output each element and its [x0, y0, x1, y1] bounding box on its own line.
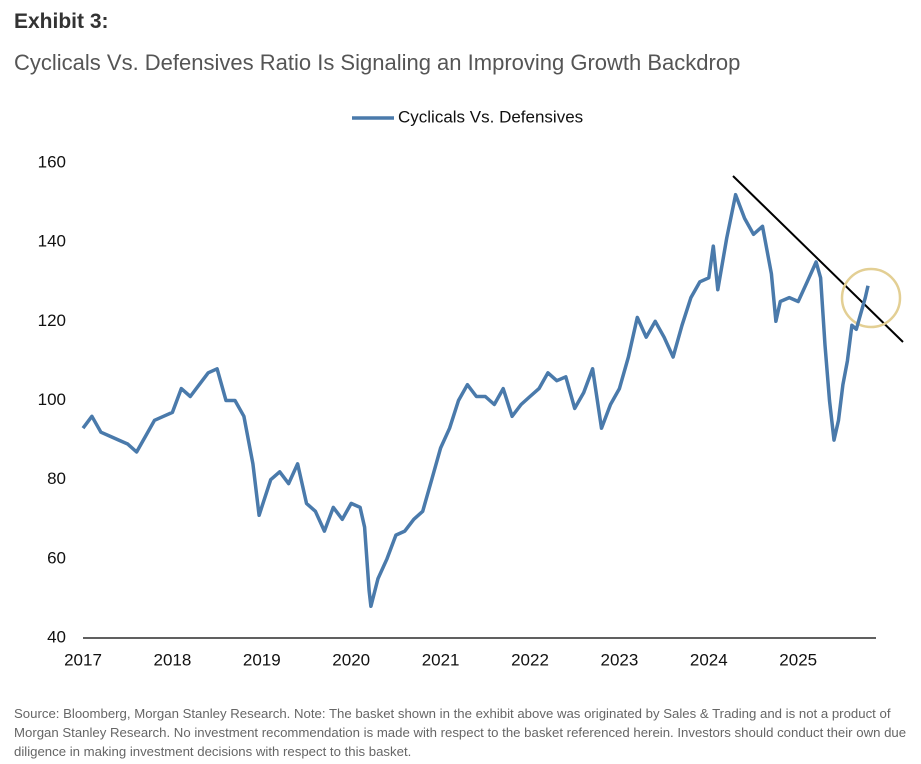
y-tick-label: 100 [38, 390, 66, 409]
x-tick-label: 2024 [690, 650, 728, 669]
chart-subtitle: Cyclicals Vs. Defensives Ratio Is Signal… [14, 50, 741, 75]
legend-label: Cyclicals Vs. Defensives [398, 107, 583, 126]
trend-line [732, 175, 904, 343]
x-tick-label: 2025 [779, 650, 817, 669]
x-tick-label: 2023 [601, 650, 639, 669]
y-tick-label: 140 [38, 232, 66, 251]
y-tick-label: 120 [38, 311, 66, 330]
series-line [81, 192, 870, 609]
exhibit-label: Exhibit 3: [14, 10, 109, 33]
y-tick-label: 160 [38, 152, 66, 171]
source-note: Source: Bloomberg, Morgan Stanley Resear… [14, 706, 907, 759]
y-tick-label: 40 [47, 627, 66, 646]
x-tick-label: 2020 [332, 650, 370, 669]
x-tick-label: 2021 [422, 650, 460, 669]
y-tick-label: 60 [47, 548, 66, 567]
highlight-circle [840, 267, 902, 329]
y-tick-label: 80 [47, 469, 66, 488]
x-tick-label: 2017 [64, 650, 102, 669]
x-tick-label: 2022 [511, 650, 549, 669]
chart: 40 60 80 100 120 140 160 2017 2018 2019 2020 2021 20… [38, 107, 904, 669]
x-tick-label: 2019 [243, 650, 281, 669]
x-tick-label: 2018 [153, 650, 191, 669]
